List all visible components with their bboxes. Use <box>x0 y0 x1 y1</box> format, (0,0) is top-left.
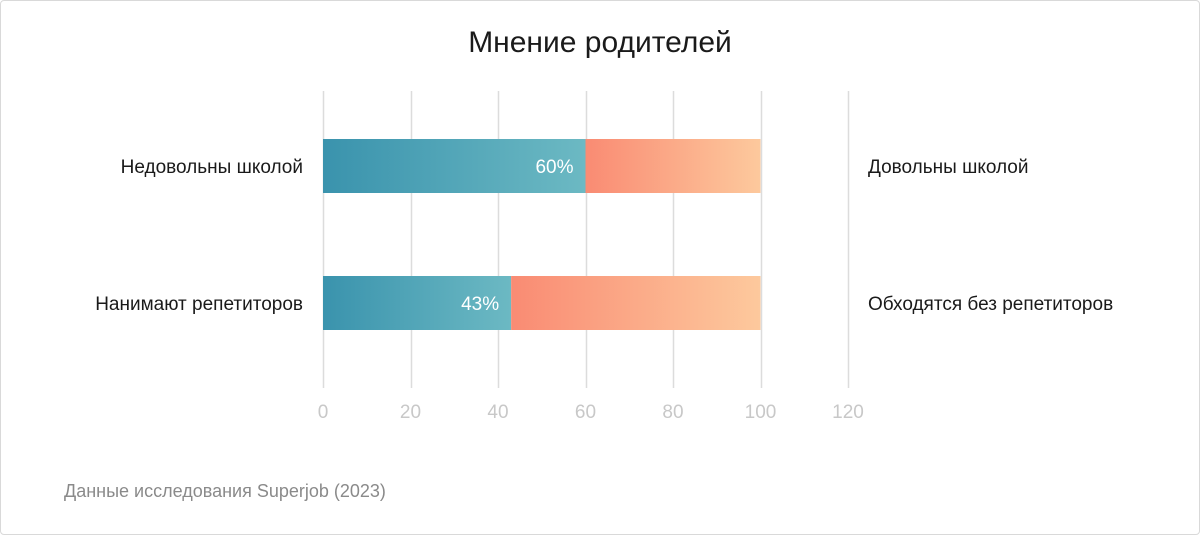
source-note: Данные исследования Superjob (2023) <box>64 481 386 501</box>
category-label-2: Нанимают репетиторов <box>95 294 303 315</box>
x-tick-label-120: 120 <box>832 402 864 423</box>
bars <box>323 139 761 330</box>
chart-title: Мнение родителей <box>468 26 732 59</box>
opposite-label-2: Обходятся без репетиторов <box>868 294 1113 315</box>
bar-series2-2 <box>511 276 761 330</box>
bar-series1-1 <box>323 139 586 193</box>
x-tick-label-100: 100 <box>745 402 777 423</box>
bar-series1-2 <box>323 276 512 330</box>
data-label-1: 60% <box>535 157 573 178</box>
labels: 60% Недовольны школой Довольны школой 43% На… <box>95 157 1113 315</box>
opposite-label-1: Довольны школой <box>868 157 1029 178</box>
x-tick-label-0: 0 <box>318 402 329 423</box>
data-label-2: 43% <box>461 294 499 315</box>
category-label-1: Недовольны школой <box>121 157 303 178</box>
bar-series2-1 <box>585 139 761 193</box>
x-tick-label-80: 80 <box>662 402 683 423</box>
x-tick-label-60: 60 <box>575 402 596 423</box>
x-tick-label-20: 20 <box>400 402 421 423</box>
x-tick-label-40: 40 <box>487 402 508 423</box>
